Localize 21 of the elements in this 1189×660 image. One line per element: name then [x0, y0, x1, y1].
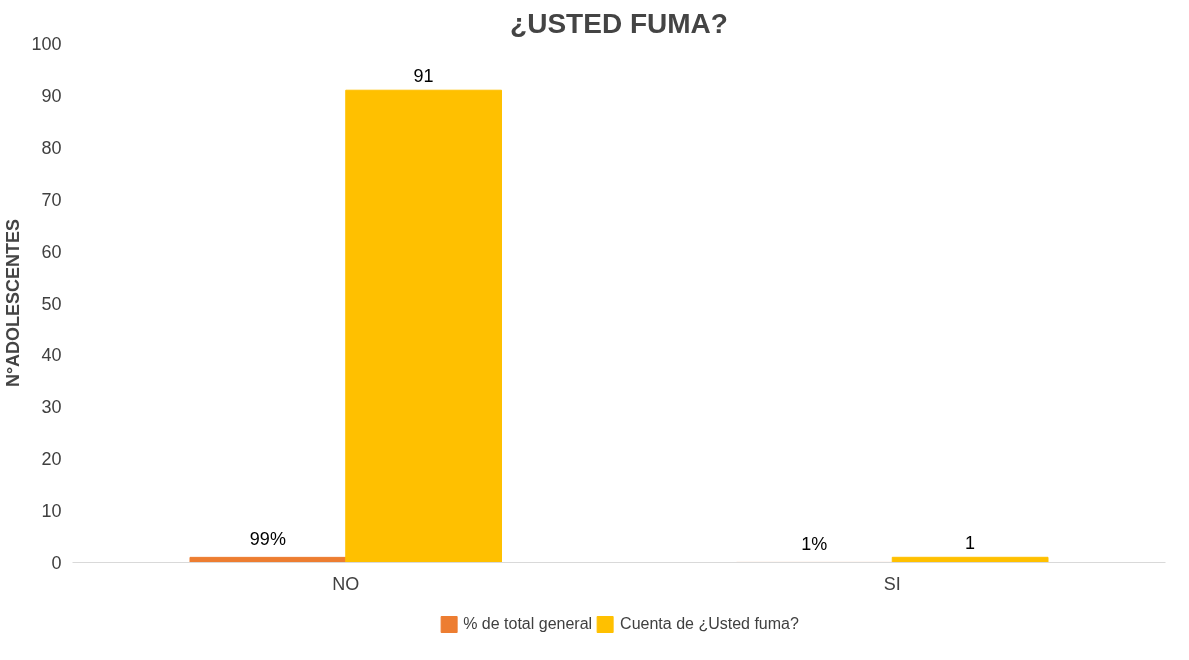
- y-tick-label: 70: [41, 189, 62, 210]
- data-label: 1: [965, 533, 976, 554]
- data-label: 99%: [249, 529, 286, 550]
- x-tick-label: NO: [332, 573, 360, 594]
- y-tick-label: 100: [31, 34, 62, 54]
- legend-label: Cuenta de ¿Usted fuma?: [620, 615, 799, 633]
- legend-label: % de total general: [463, 615, 593, 633]
- y-axis-title: N°ADOLESCENTES: [3, 218, 24, 388]
- y-tick-label: 10: [41, 501, 62, 522]
- y-tick-label: 80: [41, 137, 62, 158]
- x-tick-label: SI: [883, 573, 901, 594]
- y-tick-label: 0: [51, 553, 62, 573]
- y-tick-label: 50: [41, 293, 62, 314]
- chart-title: ¿USTED FUMA?: [510, 7, 728, 39]
- y-tick-label: 90: [41, 85, 62, 106]
- y-tick-label: 60: [41, 241, 62, 262]
- data-label: 1%: [801, 534, 828, 555]
- data-label: 91: [413, 66, 434, 87]
- y-tick-label: 20: [41, 449, 62, 470]
- y-tick-label: 40: [41, 345, 62, 366]
- y-tick-label: 30: [41, 397, 62, 418]
